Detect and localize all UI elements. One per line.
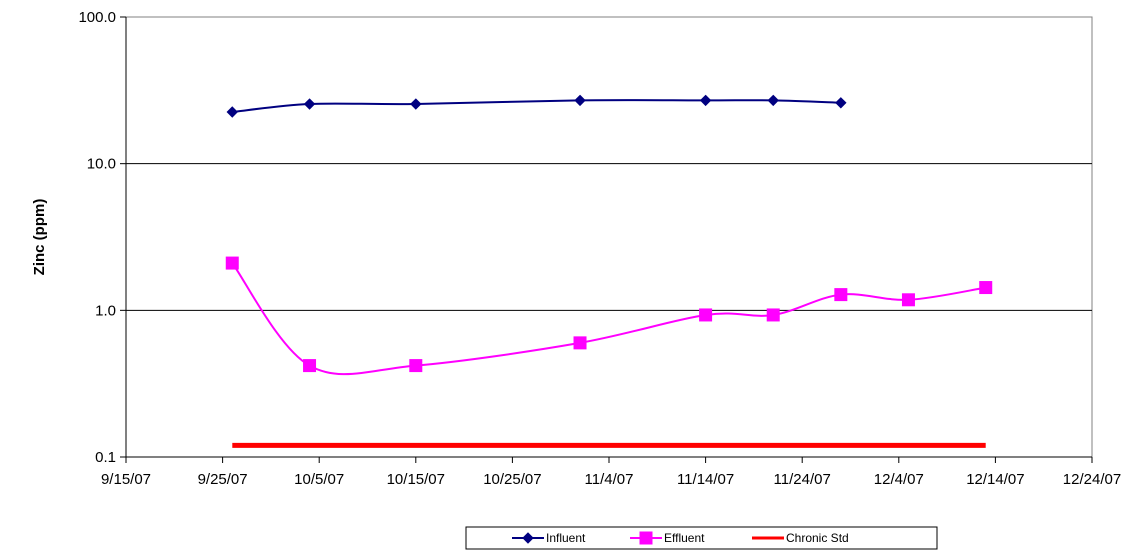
x-tick-label: 12/4/07 — [874, 471, 924, 488]
x-tick-label: 12/24/07 — [1063, 471, 1121, 488]
legend-label: Chronic Std — [786, 531, 849, 545]
legend-swatch-marker — [522, 532, 534, 544]
x-tick-label: 9/15/07 — [101, 471, 151, 488]
data-point-influent — [835, 97, 847, 109]
legend-swatch-marker — [639, 531, 653, 545]
data-point-influent — [699, 94, 712, 107]
data-point-influent — [303, 98, 316, 110]
legend-label: Effluent — [664, 531, 705, 545]
axes: 0.1 1.0 10.0 100.0 9/15/07 9/25/07 10/5/07 10/1… — [78, 9, 1121, 488]
legend-label: Influent — [546, 531, 586, 545]
legend-entry-chronic-std: Chronic Std — [752, 531, 849, 545]
series-influent — [226, 94, 847, 118]
y-tick-label: 100.0 — [78, 9, 116, 26]
x-tick-label: 12/14/07 — [966, 471, 1024, 488]
legend-entry-influent: Influent — [512, 531, 586, 545]
y-axis-title: Zinc (ppm) — [31, 199, 48, 276]
data-point-effluent — [303, 359, 317, 373]
x-tick-label: 10/15/07 — [387, 471, 445, 488]
legend-entry-effluent: Effluent — [630, 531, 705, 545]
data-point-influent — [767, 94, 779, 107]
grid-lines — [126, 163, 1092, 311]
x-tick-label: 11/4/07 — [585, 471, 634, 488]
legend: Influent Effluent Chronic Std — [465, 526, 938, 550]
series-effluent — [225, 256, 993, 376]
y-tick-label: 0.1 — [95, 449, 116, 466]
data-point-effluent — [225, 256, 239, 270]
data-point-effluent — [573, 336, 587, 350]
x-tick-label: 9/25/07 — [198, 471, 248, 488]
x-tick-label: 11/14/07 — [677, 471, 734, 488]
series-layer — [225, 94, 993, 448]
data-point-effluent — [834, 288, 848, 302]
data-point-effluent — [699, 308, 713, 322]
data-point-influent — [410, 98, 422, 110]
x-tick-label: 10/5/07 — [294, 471, 344, 488]
data-point-influent — [574, 94, 586, 107]
y-tick-label: 1.0 — [95, 302, 116, 319]
series-line-effluent — [231, 262, 986, 376]
plot-area — [125, 16, 1093, 458]
data-point-influent — [226, 106, 238, 118]
data-point-effluent — [409, 359, 423, 373]
legend-box — [465, 526, 938, 550]
y-tick-label: 10.0 — [87, 156, 116, 173]
data-point-effluent — [901, 293, 915, 307]
data-point-effluent — [979, 281, 993, 295]
legend-items: Influent Effluent Chronic Std — [512, 531, 849, 545]
x-tick-label: 10/25/07 — [483, 471, 541, 488]
data-point-effluent — [766, 308, 780, 322]
x-tick-label: 11/24/07 — [774, 471, 831, 488]
